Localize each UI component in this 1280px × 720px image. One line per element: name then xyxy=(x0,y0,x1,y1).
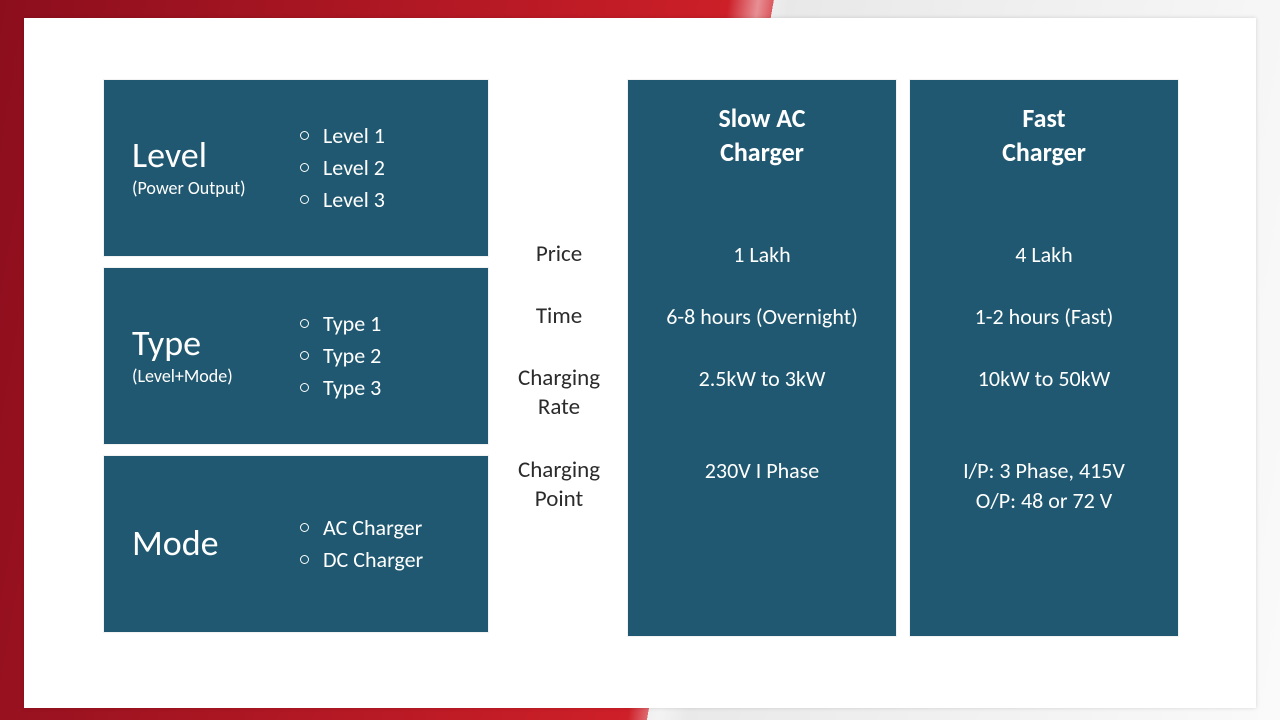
label-text: Charging xyxy=(518,456,600,484)
header-line: Charger xyxy=(1002,136,1086,168)
tile-type-list: Type 1 Type 2 Type 3 xyxy=(300,308,381,404)
column-slow-charger: Slow AC Charger xyxy=(628,80,896,636)
list-item: DC Charger xyxy=(300,544,423,576)
column-header-slow: Slow AC Charger xyxy=(628,80,896,170)
list-item: Type 1 xyxy=(300,308,381,340)
row-label-time: Time xyxy=(500,302,618,331)
list-item: Level 2 xyxy=(300,152,385,184)
list-item: Level 3 xyxy=(300,184,385,216)
list-item: Type 2 xyxy=(300,340,381,372)
row-label-charging-point: Charging Point xyxy=(500,456,618,514)
tile-mode-list: AC Charger DC Charger xyxy=(300,512,423,576)
cell-fast-price: 4 Lakh xyxy=(910,240,1178,270)
cell-fast-rate: 10kW to 50kW xyxy=(910,364,1178,394)
cell-slow-price: 1 Lakh xyxy=(628,240,896,270)
cell-line: O/P: 48 or 72 V xyxy=(976,487,1113,514)
column-header-fast: Fast Charger xyxy=(910,80,1178,170)
cell-line: I/P: 3 Phase, 415V xyxy=(963,457,1125,484)
header-line: Slow AC xyxy=(718,102,805,134)
label-text: Time xyxy=(536,302,582,330)
slide-canvas: Level (Power Output) Level 1 Level 2 Lev… xyxy=(24,18,1256,708)
cell-fast-time: 1-2 hours (Fast) xyxy=(910,302,1178,332)
row-label-price: Price xyxy=(500,240,618,269)
tile-mode-title: Mode xyxy=(132,525,300,563)
label-text: Charging xyxy=(518,364,600,392)
list-item: AC Charger xyxy=(300,512,423,544)
tile-type-sub: (Level+Mode) xyxy=(132,365,300,387)
cell-slow-time: 6-8 hours (Overnight) xyxy=(628,302,896,332)
column-fast-charger: Fast Charger xyxy=(910,80,1178,636)
tile-level-list: Level 1 Level 2 Level 3 xyxy=(300,120,385,216)
tile-level-title: Level xyxy=(132,137,300,175)
label-text: Price xyxy=(536,240,582,268)
label-text: Rate xyxy=(538,393,580,421)
comparison-panel: Slow AC Charger Fast Charger Price Time … xyxy=(500,80,1180,636)
row-label-charging-rate: Charging Rate xyxy=(500,364,618,422)
tile-mode: Mode AC Charger DC Charger xyxy=(104,456,488,632)
header-line: Charger xyxy=(720,136,804,168)
cell-slow-rate: 2.5kW to 3kW xyxy=(628,364,896,394)
header-line: Fast xyxy=(1022,102,1065,134)
list-item: Type 3 xyxy=(300,372,381,404)
cell-slow-point: 230V I Phase xyxy=(628,456,896,486)
list-item: Level 1 xyxy=(300,120,385,152)
label-text: Point xyxy=(535,485,583,513)
tile-level-sub: (Power Output) xyxy=(132,177,300,199)
tile-type: Type (Level+Mode) Type 1 Type 2 Type 3 xyxy=(104,268,488,444)
tile-level: Level (Power Output) Level 1 Level 2 Lev… xyxy=(104,80,488,256)
classification-tiles: Level (Power Output) Level 1 Level 2 Lev… xyxy=(104,80,488,632)
cell-fast-point: I/P: 3 Phase, 415V O/P: 48 or 72 V xyxy=(910,456,1178,515)
tile-type-title: Type xyxy=(132,325,300,363)
